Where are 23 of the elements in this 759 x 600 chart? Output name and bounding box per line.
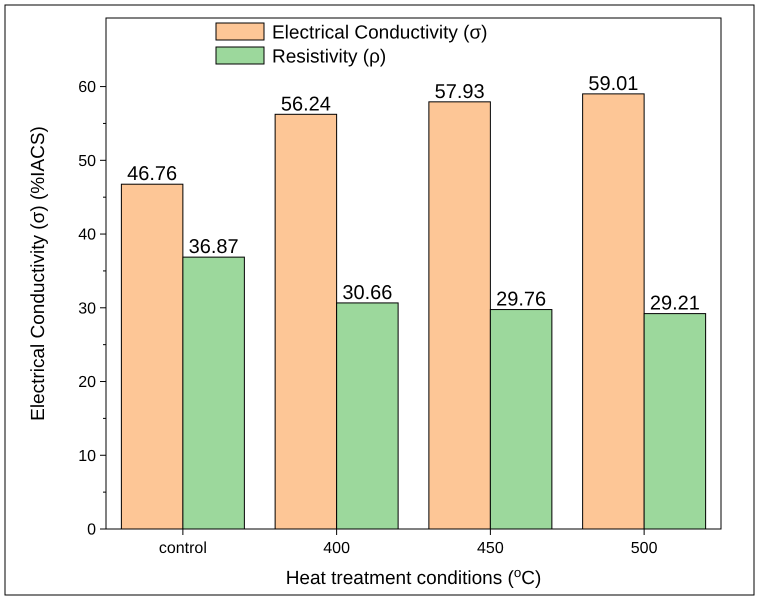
x-tick-label: 500	[630, 540, 658, 557]
legend-label: Electrical Conductivity (σ)	[272, 22, 488, 44]
y-tick-label: 40	[78, 226, 96, 244]
y-tick-label: 30	[78, 300, 96, 318]
x-tick-label: 450	[477, 540, 504, 557]
x-tick-label: control	[158, 540, 207, 557]
y-tick-label: 20	[78, 374, 96, 392]
y-axis-title: Electrical Conductivity (σ) (%IACS)	[28, 126, 49, 421]
data-label: 29.21	[650, 292, 700, 315]
data-label: 30.66	[342, 282, 392, 304]
data-label: 29.76	[496, 288, 546, 311]
y-tick-label: 0	[87, 522, 96, 539]
y-tick-label: 10	[78, 448, 96, 465]
legend-label: Resistivity (ρ)	[272, 46, 386, 68]
data-label: 36.87	[188, 236, 239, 258]
data-label: 56.24	[280, 93, 331, 116]
data-label: 57.93	[434, 80, 485, 103]
y-tick-label: 50	[78, 152, 96, 170]
data-label: 46.76	[127, 163, 178, 186]
x-tick-label: 400	[323, 540, 350, 557]
data-label: 59.01	[588, 72, 638, 95]
x-axis-title: Heat treatment conditions ($^{o}$C)	[286, 564, 542, 589]
y-tick-label: 60	[78, 79, 96, 96]
